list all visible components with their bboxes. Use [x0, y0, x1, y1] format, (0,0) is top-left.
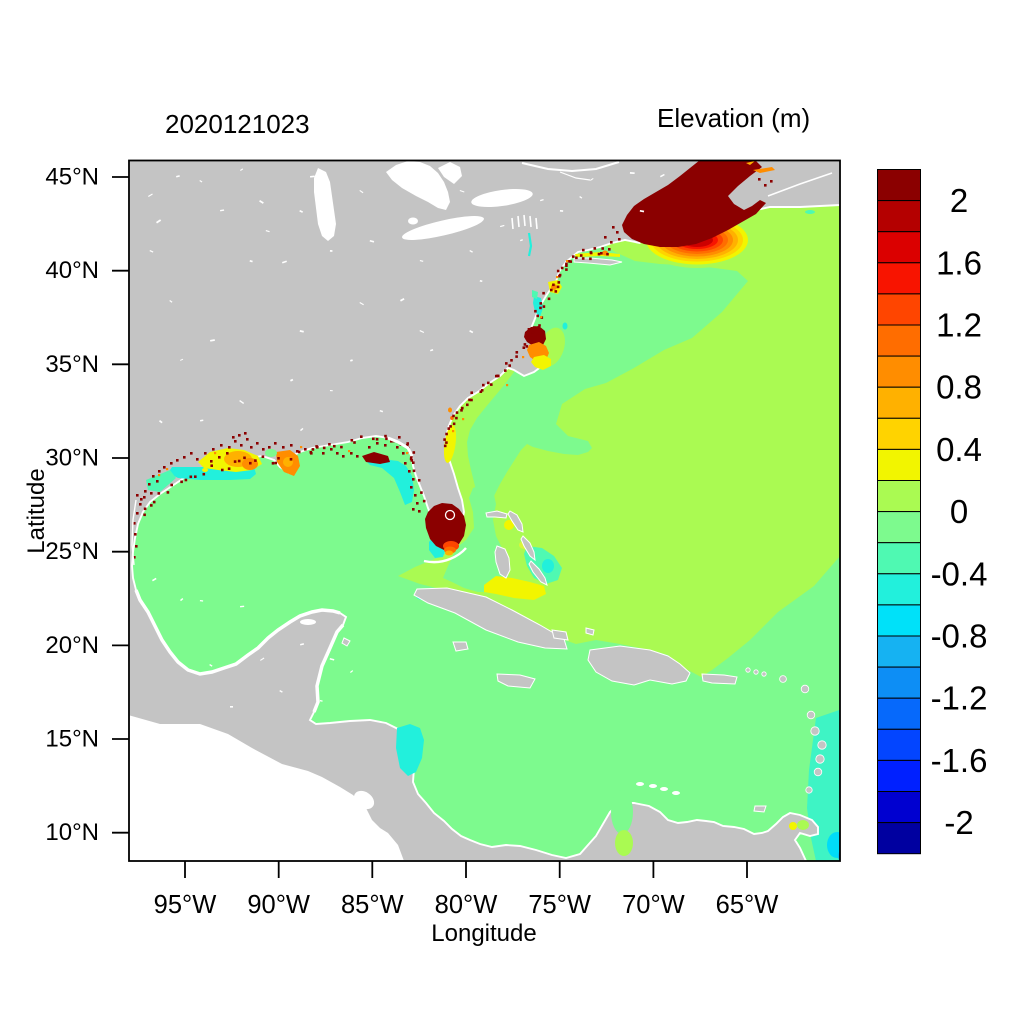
svg-text:40°N: 40°N: [45, 257, 99, 284]
svg-text:70°W: 70°W: [622, 891, 685, 919]
svg-text:-0.4: -0.4: [931, 555, 988, 592]
svg-text:2: 2: [950, 182, 968, 219]
svg-text:80°W: 80°W: [435, 891, 498, 919]
svg-text:15°N: 15°N: [45, 726, 99, 753]
svg-text:90°W: 90°W: [247, 891, 310, 919]
svg-text:65°W: 65°W: [716, 891, 779, 919]
svg-text:0.4: 0.4: [936, 431, 982, 468]
svg-text:30°N: 30°N: [45, 445, 99, 472]
svg-text:-2: -2: [944, 804, 973, 841]
svg-text:1.2: 1.2: [936, 307, 982, 344]
svg-text:-0.8: -0.8: [931, 618, 988, 655]
svg-text:-1.6: -1.6: [931, 742, 988, 779]
svg-text:Latitude: Latitude: [23, 468, 50, 553]
svg-text:0: 0: [950, 493, 968, 530]
svg-text:Elevation (m): Elevation (m): [657, 103, 810, 133]
svg-text:20°N: 20°N: [45, 632, 99, 659]
svg-text:-1.2: -1.2: [931, 680, 988, 717]
svg-text:75°W: 75°W: [528, 891, 591, 919]
svg-text:1.6: 1.6: [936, 244, 982, 281]
svg-text:95°W: 95°W: [154, 891, 217, 919]
svg-text:35°N: 35°N: [45, 351, 99, 378]
svg-text:2020121023: 2020121023: [165, 109, 310, 139]
svg-text:85°W: 85°W: [341, 891, 404, 919]
svg-text:Longitude: Longitude: [431, 920, 536, 947]
svg-text:0.8: 0.8: [936, 369, 982, 406]
svg-text:10°N: 10°N: [45, 819, 99, 846]
svg-text:45°N: 45°N: [45, 164, 99, 191]
svg-text:25°N: 25°N: [45, 538, 99, 565]
